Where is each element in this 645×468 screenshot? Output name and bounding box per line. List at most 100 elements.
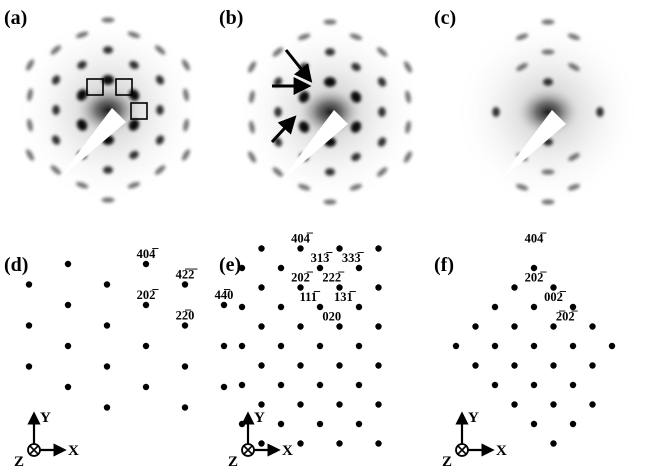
panel-f: 404̅ 202̅ 002̅ 2̅02̅ X Y Z	[442, 232, 616, 468]
panel-label-e: (e)	[219, 254, 241, 276]
diffraction-spot	[596, 107, 604, 117]
lattice-spot	[142, 342, 150, 350]
panel-label-d: (d)	[4, 254, 28, 276]
diffraction-spot	[51, 135, 61, 145]
z-axis-cross	[29, 445, 39, 455]
diffraction-spot	[543, 78, 553, 86]
diffraction-spot	[27, 118, 33, 132]
lattice-spot	[238, 342, 246, 350]
lattice-spot	[336, 440, 343, 447]
y-axis-label: Y	[40, 410, 51, 426]
lattice-spot	[181, 281, 189, 288]
diffraction-spot	[297, 183, 311, 191]
lattice-spot	[375, 362, 382, 369]
miller-index-label: 404̅	[137, 247, 160, 261]
lattice-spot	[491, 342, 499, 350]
miller-index-label: 222̅	[322, 271, 345, 285]
arrow	[284, 49, 313, 83]
lattice-spot	[550, 440, 557, 447]
lattice-spot	[336, 362, 343, 369]
diffraction-spot	[567, 183, 581, 191]
miller-index-label: 131̅	[334, 290, 357, 304]
diffraction-spot	[515, 33, 529, 41]
central-beam-spot	[74, 84, 142, 136]
diffraction-spot	[272, 47, 284, 57]
lattice-spot	[258, 245, 265, 252]
lattice-spot	[511, 401, 518, 408]
lattice-spot	[181, 363, 189, 370]
lattice-spot	[375, 323, 382, 330]
lattice-spot	[511, 362, 518, 369]
diffraction-spot	[52, 105, 60, 115]
diffraction-spot	[567, 33, 581, 41]
lattice-spot	[258, 284, 265, 291]
miller-index-label: 313̅	[311, 251, 334, 265]
lattice-spot	[238, 303, 246, 311]
diffraction-spot	[568, 63, 580, 71]
diffraction-spot	[76, 119, 88, 131]
z-axis-label: Z	[442, 454, 452, 468]
lattice-spot	[336, 245, 343, 252]
lattice-spot	[103, 404, 111, 411]
diffraction-spot	[541, 199, 555, 205]
lattice-spot	[316, 342, 324, 350]
diffraction-spot	[377, 137, 387, 147]
lattice-spot	[491, 303, 499, 311]
diffraction-spot	[273, 77, 283, 87]
diffraction-spot	[50, 165, 62, 175]
diffraction-spot	[181, 59, 190, 71]
diffraction-spot	[376, 167, 388, 177]
z-axis-label: Z	[228, 454, 238, 468]
lattice-spot	[64, 301, 72, 309]
diffraction-spot	[248, 61, 257, 73]
lattice-spot	[589, 323, 596, 330]
lattice-spot	[530, 342, 538, 350]
lattice-spot	[316, 303, 324, 311]
diffraction-spot	[516, 63, 528, 71]
lattice-spot	[569, 381, 577, 389]
diffraction-spot	[128, 119, 140, 131]
diffraction-spot	[351, 152, 361, 162]
diffraction-spot	[351, 62, 361, 72]
arrow	[270, 115, 297, 144]
central-beam-spot	[296, 86, 364, 138]
diffraction-spot	[492, 107, 500, 117]
lattice-spot	[103, 363, 111, 370]
lattice-spot	[297, 401, 304, 408]
lattice-spot	[375, 245, 382, 252]
z-axis-cross	[457, 445, 467, 455]
diffraction-spot	[103, 46, 113, 54]
diffraction-spot	[403, 61, 412, 73]
lattice-spot	[511, 323, 518, 330]
lattice-spot	[64, 383, 72, 391]
lattice-spot	[530, 420, 538, 428]
lattice-spot	[277, 342, 285, 350]
diffraction-spot	[298, 121, 310, 133]
lattice-spot	[589, 362, 596, 369]
diffraction-spot	[541, 49, 555, 55]
diffraction-spot	[349, 33, 363, 41]
lattice-spot	[355, 342, 363, 350]
diffraction-spot	[349, 183, 363, 191]
z-axis-label: Z	[14, 454, 24, 468]
x-axis-label: X	[282, 443, 293, 459]
diffraction-spot	[403, 151, 412, 163]
lattice-spot	[530, 303, 538, 311]
diffraction-spot	[350, 121, 362, 133]
diffraction-spot	[325, 168, 335, 176]
lattice-spot	[64, 260, 72, 268]
lattice-spot	[375, 440, 382, 447]
lattice-spot	[220, 342, 228, 350]
lattice-spot	[277, 420, 285, 428]
diffraction-spot	[350, 91, 362, 103]
panel-d: 404̅ 42̅2̅ 202̅ 44̅0 22̅0 X Y Z	[14, 247, 233, 468]
diffraction-spot	[155, 75, 165, 85]
diffraction-spot	[27, 88, 33, 102]
diffraction-spot	[297, 33, 311, 41]
highlight-box	[115, 78, 133, 96]
miller-index-label: 202̅	[137, 288, 160, 302]
lattice-spot	[569, 420, 577, 428]
diffraction-spot	[101, 17, 115, 23]
miller-index-label: 202̅	[525, 271, 548, 285]
diffraction-spot	[101, 197, 115, 203]
